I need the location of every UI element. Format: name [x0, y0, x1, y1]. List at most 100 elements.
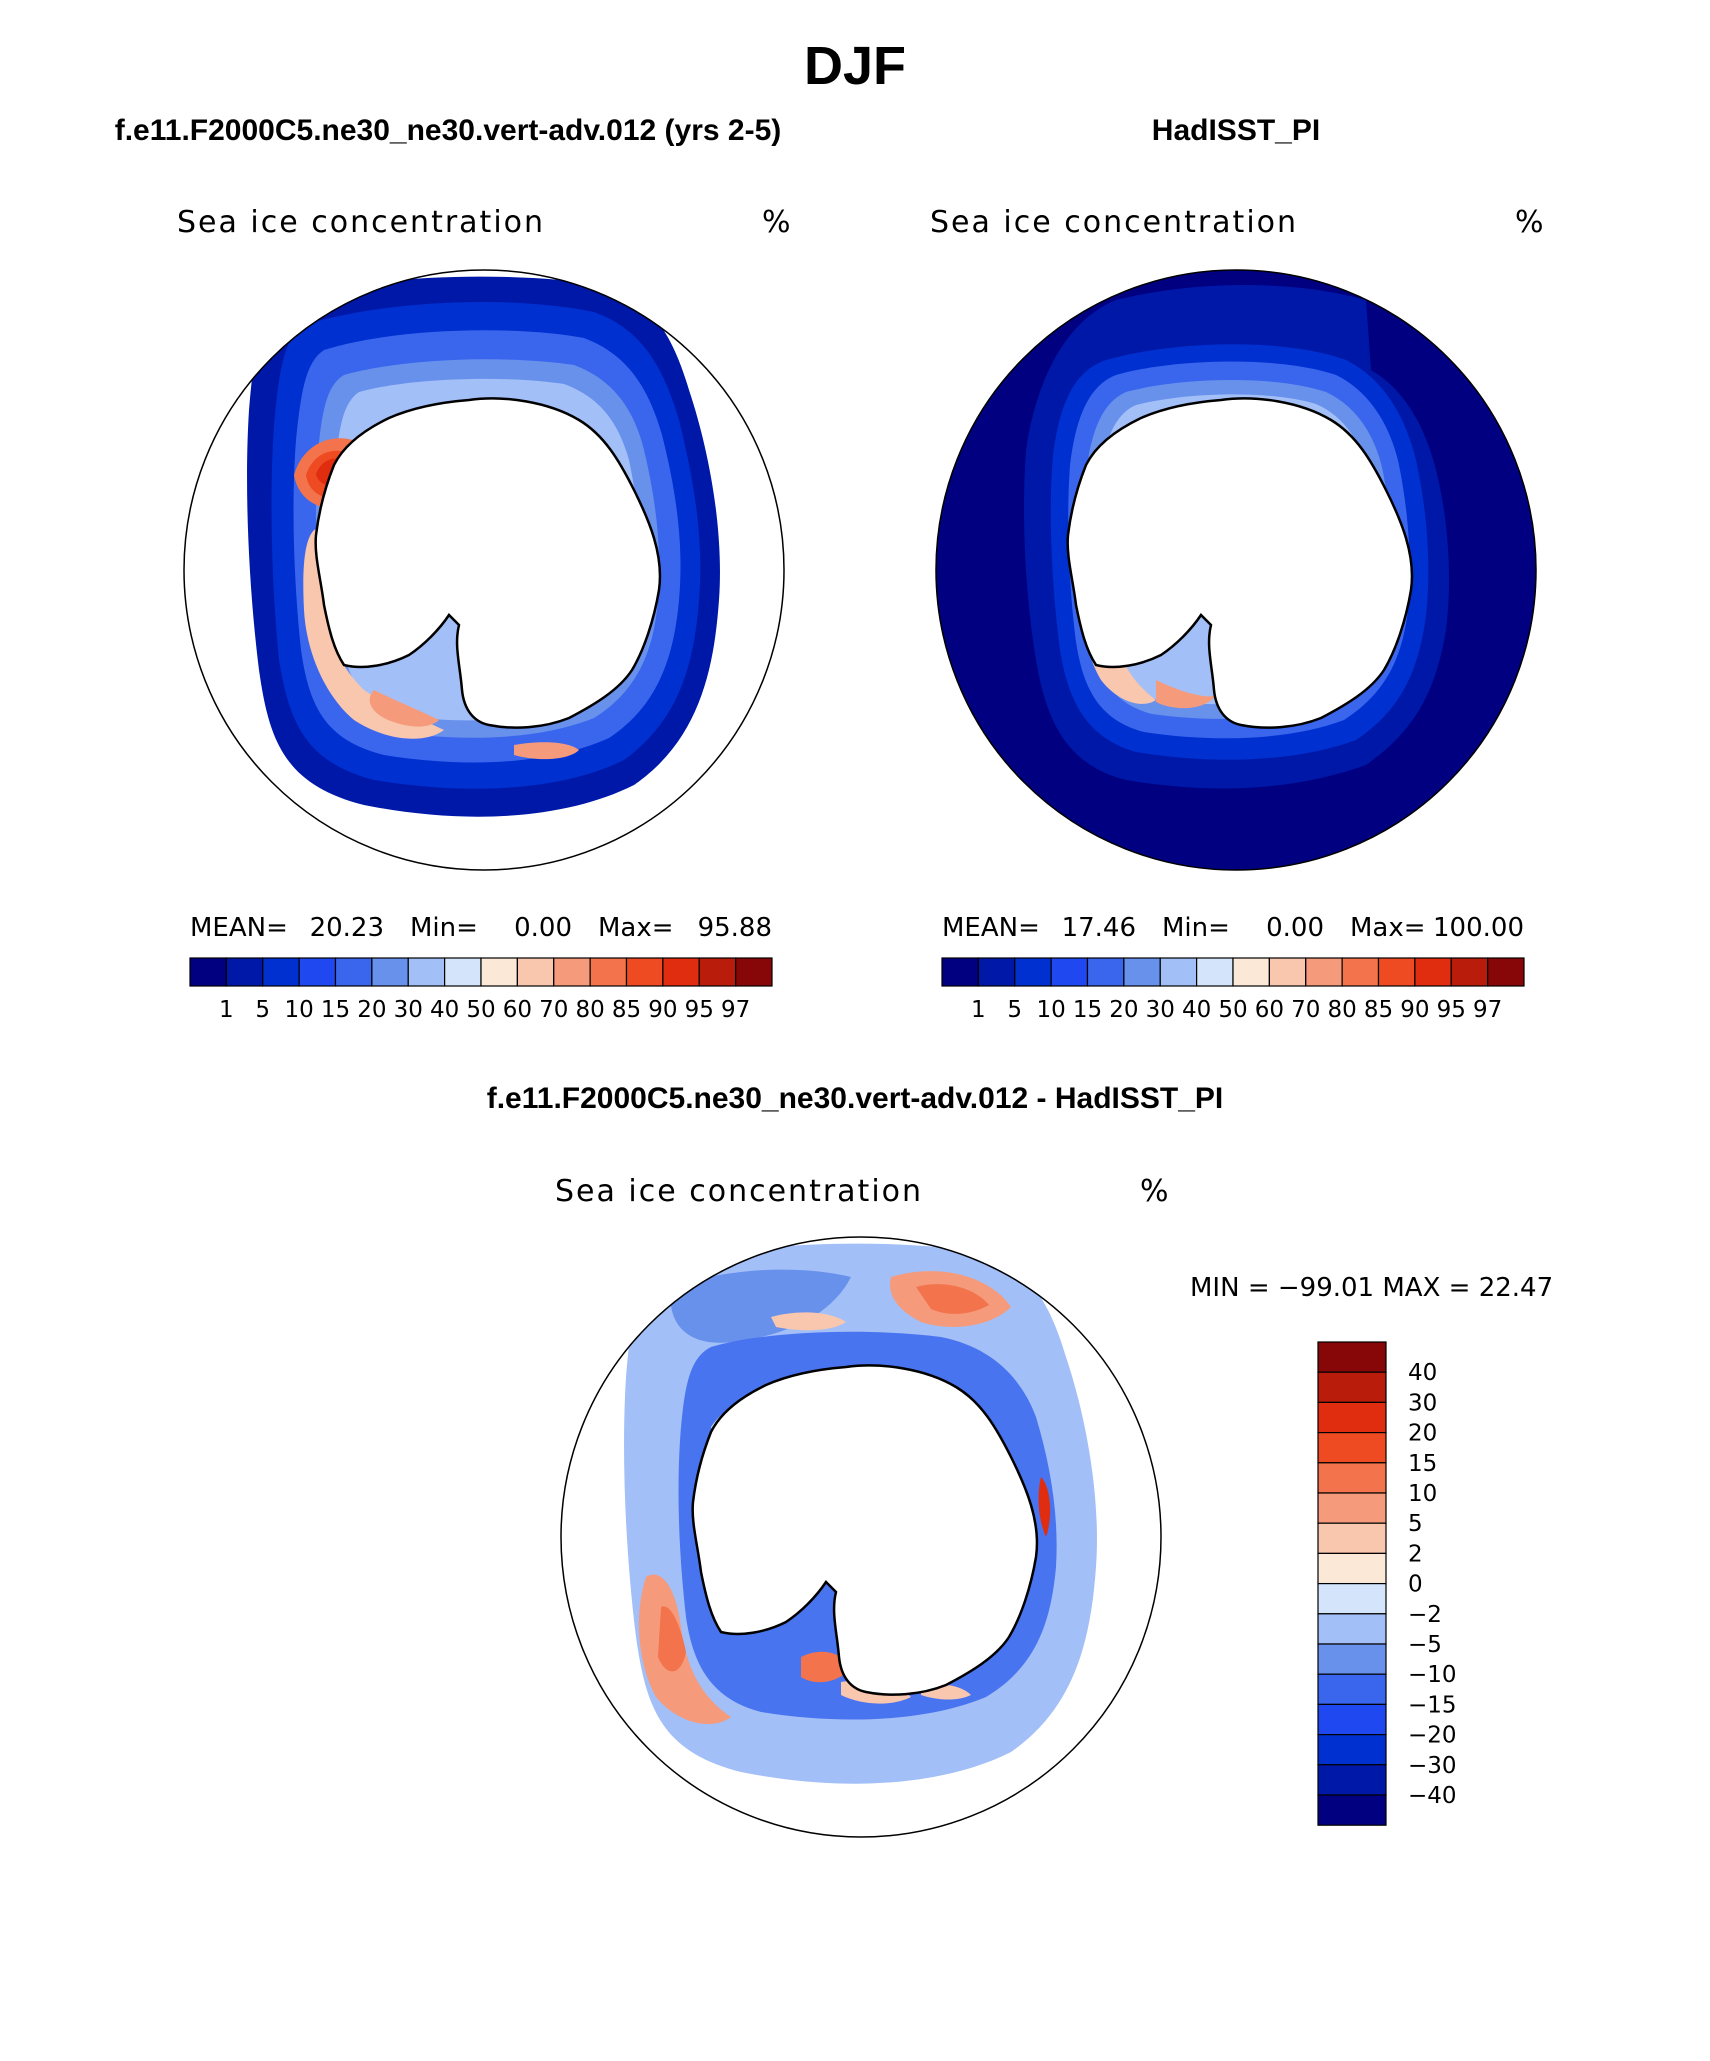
- panel-obs-colorbar-tick-label: 5: [1007, 997, 1022, 1023]
- panel-model-map: [184, 270, 784, 870]
- panel-obs-colorbar-box-11: [1341, 957, 1380, 987]
- panel-model-colorbar-tick-label: 50: [466, 997, 495, 1023]
- panel-obs-colorbar: 1 5 10 15 20 30 40 50 60 70 80 85 90 95 97: [941, 957, 1525, 1023]
- panel-obs-case-title: HadISST_PI: [1152, 114, 1320, 147]
- panel-diff-colorbar-tick-label: 5: [1408, 1511, 1423, 1537]
- panel-model-boundary: [183, 269, 785, 871]
- panel-diff-colorbar-box-6: [1317, 1522, 1387, 1554]
- panel-obs: HadISST_PI Sea ice concentration % MEAN=…: [930, 114, 1544, 1023]
- panel-obs-colorbar-tick-label: 70: [1291, 997, 1320, 1023]
- panel-diff-colorbar-tick-label: −10: [1408, 1662, 1457, 1688]
- panel-diff-colorbar-box-3: [1317, 1431, 1387, 1464]
- panel-obs-boundary: [935, 269, 1537, 871]
- panel-diff-colorbar-tick-label: 10: [1408, 1481, 1437, 1507]
- panel-obs-map: [936, 270, 1536, 870]
- panel-obs-colorbar-tick-label: 10: [1036, 997, 1065, 1023]
- panel-obs-colorbar-box-9: [1268, 957, 1307, 987]
- panel-diff-colorbar-box-13: [1317, 1733, 1387, 1766]
- panel-model-colorbar-tick-label: 80: [575, 997, 604, 1023]
- panel-model-colorbar-tick-label: 60: [503, 997, 532, 1023]
- panel-model-colorbar-box-12: [625, 957, 664, 987]
- panel-diff-colorbar-tick-label: −2: [1408, 1602, 1442, 1628]
- panel-diff-boundary: [560, 1236, 1162, 1838]
- panel-diff-units: %: [1140, 1174, 1169, 1209]
- panel-model-colorbar-box-9: [516, 957, 555, 987]
- panel-obs-colorbar-box-4: [1086, 957, 1125, 987]
- panel-diff-field-label: Sea ice concentration: [555, 1174, 923, 1209]
- panel-model-colorbar-tick-label: 20: [357, 997, 386, 1023]
- panel-obs-colorbar-tick-label: 1: [971, 997, 986, 1023]
- panel-model-colorbar-box-0: [189, 957, 227, 987]
- panel-obs-colorbar-box-0: [941, 957, 979, 987]
- panel-diff-colorbar-box-4: [1317, 1462, 1387, 1494]
- panel-obs-colorbar-tick-label: 95: [1437, 997, 1466, 1023]
- panel-model-mean-value: 20.23: [310, 913, 384, 943]
- season-title: DJF: [804, 36, 906, 96]
- panel-obs-colorbar-tick-label: 85: [1364, 997, 1393, 1023]
- panel-model-colorbar-box-3: [298, 957, 337, 987]
- panel-model-colorbar-tick-label: 10: [284, 997, 313, 1023]
- panel-obs-colorbar-box-5: [1123, 957, 1161, 987]
- panel-obs-field-label: Sea ice concentration: [930, 205, 1298, 240]
- panel-obs-colorbar-tick-label: 15: [1073, 997, 1102, 1023]
- panel-model-colorbar-box-1: [225, 957, 264, 987]
- panel-model-colorbar-box-2: [262, 957, 300, 987]
- panel-model-colorbar-box-13: [662, 957, 700, 987]
- panel-diff-colorbar-box-15: [1317, 1794, 1387, 1826]
- panel-model-colorbar-tick-label: 1: [219, 997, 234, 1023]
- panel-obs-colorbar-box-1: [977, 957, 1016, 987]
- panel-model-colorbar-box-5: [371, 957, 409, 987]
- panel-model-mean-label: MEAN=: [190, 913, 288, 943]
- panel-obs-colorbar-box-12: [1377, 957, 1416, 987]
- panel-obs-colorbar-tick-label: 80: [1327, 997, 1356, 1023]
- panel-diff-colorbar-box-14: [1317, 1764, 1387, 1796]
- panel-obs-max-label: Max=: [1350, 913, 1426, 943]
- panel-obs-mean-label: MEAN=: [942, 913, 1040, 943]
- panel-model-colorbar-tick-label: 5: [255, 997, 270, 1023]
- panel-model-colorbar-tick-label: 85: [612, 997, 641, 1023]
- panel-obs-colorbar-box-7: [1196, 957, 1234, 987]
- panel-diff-colorbar-box-7: [1317, 1552, 1387, 1585]
- panel-model-colorbar-tick-label: 70: [539, 997, 568, 1023]
- panel-model-max-label: Max=: [598, 913, 674, 943]
- panel-diff-colorbar-tick-label: 15: [1408, 1451, 1437, 1477]
- panel-obs-max-value: 100.00: [1433, 913, 1524, 943]
- panel-obs-colorbar-tick-label: 20: [1109, 997, 1138, 1023]
- panel-diff-range: MIN = −99.01 MAX = 22.47: [1190, 1273, 1553, 1303]
- panel-model-field-label: Sea ice concentration: [177, 205, 545, 240]
- panel-obs-colorbar-box-13: [1414, 957, 1452, 987]
- panel-obs-colorbar-box-10: [1305, 957, 1343, 987]
- panel-model-colorbar-box-15: [735, 957, 773, 987]
- panel-obs-colorbar-box-3: [1050, 957, 1089, 987]
- panel-model-colorbar-tick-label: 97: [721, 997, 750, 1023]
- panel-obs-colorbar-tick-label: 30: [1146, 997, 1175, 1023]
- panel-obs-min-value: 0.00: [1266, 913, 1324, 943]
- panel-diff-colorbar-tick-label: −20: [1408, 1723, 1457, 1749]
- panel-diff-colorbar-tick-label: 40: [1408, 1360, 1437, 1386]
- panel-diff-colorbar-box-2: [1317, 1401, 1387, 1434]
- panel-diff-colorbar-tick-label: 0: [1408, 1572, 1423, 1598]
- panel-model-colorbar-box-8: [480, 957, 518, 987]
- panel-diff-colorbar-box-1: [1317, 1371, 1387, 1403]
- panel-obs-colorbar-tick-label: 60: [1255, 997, 1284, 1023]
- panel-diff: f.e11.F2000C5.ne30_ne30.vert-adv.012 - H…: [487, 1082, 1553, 1838]
- panel-obs-colorbar-box-6: [1159, 957, 1198, 987]
- panel-model-colorbar-box-14: [698, 957, 737, 987]
- panel-model-colorbar-box-6: [407, 957, 446, 987]
- panel-diff-colorbar-box-0: [1317, 1341, 1387, 1373]
- panel-diff-colorbar-box-11: [1317, 1673, 1387, 1705]
- panel-obs-colorbar-tick-label: 97: [1473, 997, 1502, 1023]
- panel-diff-map: [561, 1237, 1161, 1837]
- panel-obs-units: %: [1515, 205, 1544, 240]
- panel-diff-colorbar-tick-label: 2: [1408, 1541, 1423, 1567]
- panel-obs-mean-value: 17.46: [1062, 913, 1136, 943]
- panel-model-min-value: 0.00: [514, 913, 572, 943]
- panel-model-colorbar-tick-label: 40: [430, 997, 459, 1023]
- panel-model-colorbar-box-10: [553, 957, 591, 987]
- panel-diff-colorbar-tick-label: −15: [1408, 1692, 1457, 1718]
- panel-model-colorbar-tick-label: 15: [321, 997, 350, 1023]
- panel-diff-colorbar-tick-label: −5: [1408, 1632, 1442, 1658]
- panel-model-colorbar-tick-label: 95: [685, 997, 714, 1023]
- panel-model: f.e11.F2000C5.ne30_ne30.vert-adv.012 (yr…: [115, 114, 791, 1023]
